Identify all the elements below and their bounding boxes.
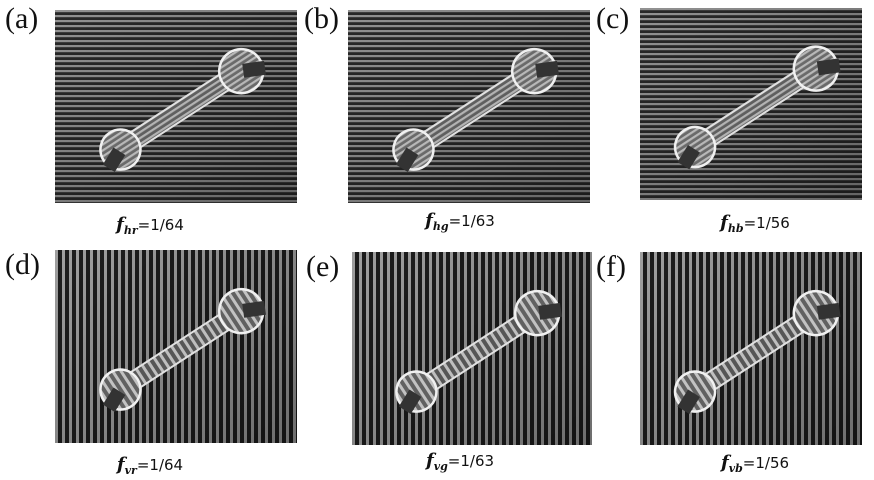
caption-symbol: f [116,214,124,235]
caption-value: =1/56 [744,214,790,232]
caption-value: =1/63 [449,212,495,230]
caption: fhr=1/64 [116,214,184,237]
caption-symbol: f [720,212,728,233]
panel-label: (f) [596,250,626,284]
caption-value: =1/56 [743,454,789,472]
panel-label: (c) [596,2,629,36]
panel-label: (a) [5,2,38,36]
caption-value: =1/64 [137,456,183,474]
fringe-image [640,8,862,200]
caption: fvg=1/63 [426,450,494,473]
panel-label: (e) [306,250,339,284]
fringe-image [55,10,297,203]
caption-symbol: f [426,450,434,471]
caption-symbol: f [117,454,125,475]
fringe-image [352,252,592,445]
caption-symbol: f [721,452,729,473]
panel-label: (b) [304,2,339,36]
caption-value: =1/63 [448,452,494,470]
caption-subscript: hg [433,220,449,233]
fringe-image [55,250,297,443]
caption-subscript: vb [729,462,743,475]
figure: (() => { const data = JSON.parse(documen… [0,0,874,480]
caption-subscript: hr [124,224,138,237]
fringe-image [348,10,590,203]
caption-subscript: hb [728,222,744,235]
caption: fvb=1/56 [721,452,789,475]
caption-value: =1/64 [138,216,184,234]
fringe-image [640,252,862,445]
caption-subscript: vr [125,464,137,477]
caption-symbol: f [425,210,433,231]
caption-subscript: vg [434,460,448,473]
caption: fhb=1/56 [720,212,790,235]
panel-label: (d) [5,248,40,282]
caption: fvr=1/64 [117,454,183,477]
caption: fhg=1/63 [425,210,495,233]
